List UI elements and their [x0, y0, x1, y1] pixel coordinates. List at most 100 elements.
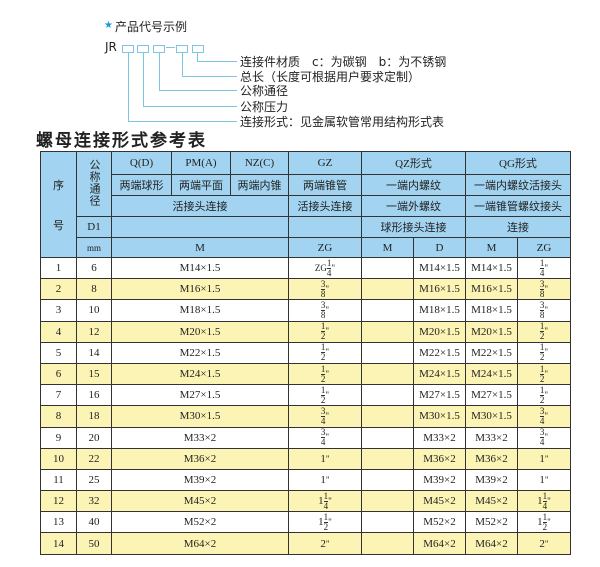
table-row: 9 20 M33×2 3 4 " M33×2 M33×2 3 4 " — [40, 426, 571, 449]
header-cell: 两端球形 — [111, 174, 172, 196]
cell-no: 11 — [40, 468, 77, 492]
header-cell: M — [111, 237, 289, 258]
cell-m: M20×1.5 — [111, 320, 289, 343]
cell-qg-m: M45×2 — [465, 490, 518, 513]
cell-zg: 1 2 " — [288, 362, 362, 386]
header-cell: 一端锥管螺纹接头 — [465, 195, 571, 217]
table-row: 14 50 M64×2 2" M64×2 M64×2 2" — [40, 532, 571, 555]
cell-qg-zg: 3 8 " — [517, 299, 571, 322]
cell-qz-d: M39×2 — [413, 468, 466, 492]
cell-zg: 1 2 " — [288, 320, 362, 343]
cell-qz-d: M24×1.5 — [413, 362, 466, 386]
table-row: 11 25 M39×2 1" M39×2 M39×2 1" — [40, 468, 571, 492]
cell-dn: 6 — [76, 256, 112, 280]
cell-zg: 1 1 2 " — [288, 511, 362, 534]
cell-dn: 50 — [76, 532, 112, 555]
cell-qg-m: M14×1.5 — [465, 256, 518, 280]
cell-m: M30×1.5 — [111, 405, 289, 428]
cell-qz-m — [361, 511, 414, 534]
cell-qz-m — [361, 384, 414, 407]
cell-qg-m: M33×2 — [465, 426, 518, 449]
cell-qg-zg: 2" — [517, 532, 571, 555]
header-cell: 连接 — [465, 216, 571, 238]
table-row: 13 40 M52×2 1 1 2 " M52×2 M52×2 1 1 2 " — [40, 511, 571, 534]
cell-zg: 1" — [288, 468, 362, 492]
header-cell: 两端平面 — [171, 174, 231, 196]
cell-no: 10 — [40, 447, 77, 470]
code-dash — [166, 47, 175, 48]
header-cell: 一端外螺纹 — [361, 195, 466, 217]
table-row: 12 32 M45×2 1 1 4 " M45×2 M45×2 1 1 4 " — [40, 490, 571, 513]
header-cell: 一端内螺纹活接头 — [465, 174, 571, 196]
header-mm: mm — [76, 237, 112, 258]
cell-no: 5 — [40, 341, 77, 364]
table-row: 5 14 M22×1.5 1 2 " M22×1.5 M22×1.5 1 2 " — [40, 341, 571, 364]
header-qz: QZ形式 — [361, 151, 466, 175]
header-d1: D1 — [76, 216, 112, 238]
cell-m: M33×2 — [111, 426, 289, 449]
cell-qz-d: M36×2 — [413, 447, 466, 470]
cell-m: M64×2 — [111, 532, 289, 555]
cell-no: 1 — [40, 256, 77, 280]
cell-qg-m: M36×2 — [465, 447, 518, 470]
label-pressure: 公称压力 — [240, 100, 289, 114]
header-dn: 公称通径 — [76, 151, 112, 217]
cell-qg-m: M27×1.5 — [465, 384, 518, 407]
cell-no: 2 — [40, 278, 77, 301]
code-prefix: JR — [105, 40, 117, 54]
cell-qg-m: M22×1.5 — [465, 341, 518, 364]
cell-dn: 8 — [76, 278, 112, 301]
header-cell: ZG — [288, 237, 362, 258]
header-cell: 两端锥管 — [288, 174, 362, 196]
cell-zg: ZG 1 4 " — [288, 256, 362, 280]
table-row: 10 22 M36×2 1" M36×2 M36×2 1" — [40, 447, 571, 470]
nut-connection-table: 序号 公称通径 Q(D) PM(A) NZ(C) GZ QZ形式 QG形式 两端… — [40, 151, 571, 555]
cell-qz-m — [361, 299, 414, 322]
cell-dn: 12 — [76, 320, 112, 343]
cell-dn: 15 — [76, 362, 112, 386]
cell-zg: 3 4 " — [288, 405, 362, 428]
example-title: 产品代号示例 — [115, 20, 188, 34]
cell-qg-zg: 1 2 " — [517, 341, 571, 364]
cell-qz-d: M18×1.5 — [413, 299, 466, 322]
cell-qg-zg: 1 4 " — [517, 256, 571, 280]
table-row: 2 8 M16×1.5 3 8 " M16×1.5 M16×1.5 3 8 " — [40, 278, 571, 301]
cell-qz-m — [361, 426, 414, 449]
cell-qg-zg: 1 1 2 " — [517, 511, 571, 534]
header-cell: 两端内锥 — [230, 174, 289, 196]
cell-qz-m — [361, 362, 414, 386]
header-seq: 序号 — [40, 151, 77, 258]
cell-dn: 32 — [76, 490, 112, 513]
header-pm: PM(A) — [171, 151, 231, 175]
cell-zg: 3 8 " — [288, 299, 362, 322]
code-box — [153, 45, 165, 53]
table-row: 1 6 M14×1.5 ZG 1 4 " M14×1.5 M14×1.5 1 4 " — [40, 256, 571, 280]
header-cell — [111, 216, 289, 238]
cell-m: M14×1.5 — [111, 256, 289, 280]
cell-zg: 1" — [288, 447, 362, 470]
header-nz: NZ(C) — [230, 151, 289, 175]
cell-no: 4 — [40, 320, 77, 343]
cell-m: M27×1.5 — [111, 384, 289, 407]
table-row: 6 15 M24×1.5 1 2 " M24×1.5 M24×1.5 1 2 " — [40, 362, 571, 386]
cell-dn: 40 — [76, 511, 112, 534]
label-length: 总长（长度可根据用户要求定制） — [240, 70, 421, 84]
cell-qg-m: M39×2 — [465, 468, 518, 492]
cell-qg-m: M18×1.5 — [465, 299, 518, 322]
cell-no: 3 — [40, 299, 77, 322]
cell-qz-d: M16×1.5 — [413, 278, 466, 301]
header-cell: 活接头连接 — [111, 195, 289, 217]
cell-zg: 2" — [288, 532, 362, 555]
cell-no: 7 — [40, 384, 77, 407]
header-cell: D — [413, 237, 466, 258]
table-row: 7 16 M27×1.5 1 2 " M27×1.5 M27×1.5 1 2 " — [40, 384, 571, 407]
cell-zg: 3 4 " — [288, 426, 362, 449]
cell-qg-m: M20×1.5 — [465, 320, 518, 343]
header-cell: 活接头连接 — [288, 195, 362, 217]
cell-qz-m — [361, 256, 414, 280]
header-cell: 一端内螺纹 — [361, 174, 466, 196]
cell-no: 8 — [40, 405, 77, 428]
cell-qz-m — [361, 490, 414, 513]
cell-qz-m — [361, 341, 414, 364]
cell-zg: 1 2 " — [288, 341, 362, 364]
